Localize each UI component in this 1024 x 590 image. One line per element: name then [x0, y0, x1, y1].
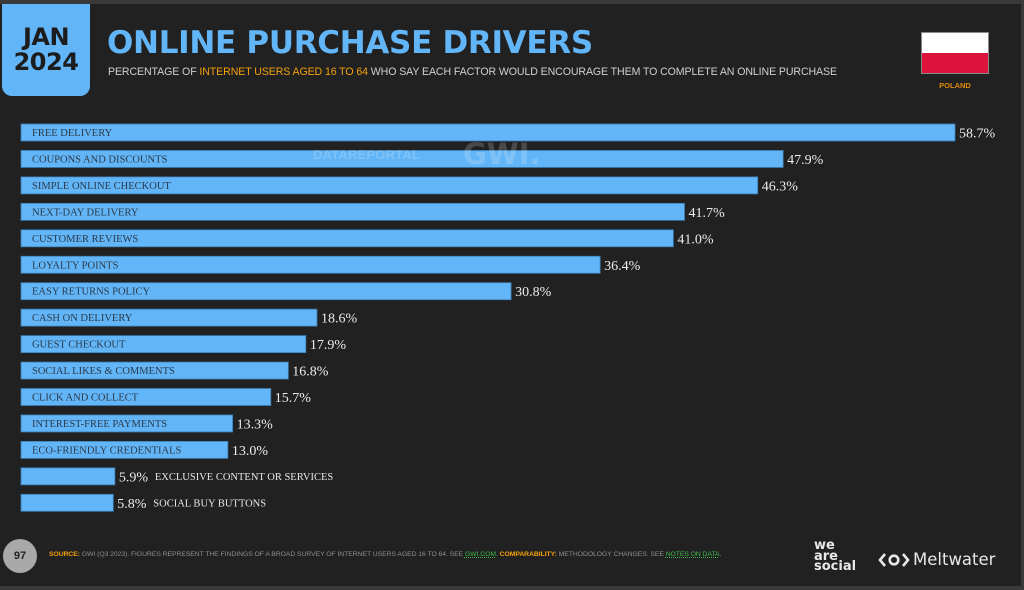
comparability-key: COMPARABILITY: — [497, 551, 557, 558]
bar — [20, 493, 114, 512]
category-label: ECO-FRIENDLY CREDENTIALS — [32, 445, 182, 456]
bar-group: 5.9% EXCLUSIVE CONTENT OR SERVICES — [20, 467, 334, 486]
bar-group: 18.6% CASH ON DELIVERY — [20, 308, 358, 327]
subtitle-highlight: INTERNET USERS AGED 16 TO 64 — [199, 66, 368, 78]
meltwater-logo: Meltwater — [878, 550, 995, 569]
bar-group: 13.3% INTEREST-FREE PAYMENTS — [20, 414, 274, 433]
value-label: 36.4% — [604, 259, 641, 274]
category-label: CLICK AND COLLECT — [32, 393, 139, 404]
category-label: FREE DELIVERY — [32, 128, 113, 139]
category-label: CUSTOMER REVIEWS — [32, 234, 138, 245]
bar-group: 47.9% COUPONS AND DISCOUNTS — [20, 150, 824, 168]
value-label: 47.9% — [787, 153, 824, 168]
bar-group: 46.3% SIMPLE ONLINE CHECKOUT — [20, 176, 799, 195]
bar-group: 36.4% LOYALTY POINTS — [20, 255, 641, 274]
page-title: ONLINE PURCHASE DRIVERS — [107, 25, 593, 61]
value-label: 58.7% — [959, 127, 996, 142]
value-label: 16.8% — [292, 365, 329, 380]
bar — [20, 123, 956, 142]
meltwater-icon — [878, 552, 910, 567]
category-label: EXCLUSIVE CONTENT OR SERVICES — [155, 472, 334, 483]
bar — [20, 308, 318, 327]
category-label: SOCIAL BUY BUTTONS — [153, 498, 266, 509]
date-year: 2024 — [13, 48, 79, 76]
bar — [20, 440, 229, 459]
was-line-2: are — [814, 548, 839, 564]
notes-on-data-link[interactable]: NOTES ON DATA — [665, 551, 720, 558]
value-label: 15.7% — [275, 391, 312, 406]
bar — [20, 282, 512, 301]
slide: JAN 2024 ONLINE PURCHASE DRIVERS PERCENT… — [0, 4, 1021, 586]
category-label: LOYALTY POINTS — [32, 260, 119, 271]
subtitle-pre: PERCENTAGE OF — [108, 66, 200, 78]
bar-group: 17.9% GUEST CHECKOUT — [20, 335, 347, 354]
flag-white-stripe — [922, 33, 988, 53]
meltwater-text: Meltwater — [913, 550, 996, 569]
value-label: 5.8% — [117, 497, 146, 512]
bar — [20, 176, 759, 195]
bar-group: 41.0% CUSTOMER REVIEWS — [20, 229, 714, 248]
value-label: 41.0% — [677, 232, 714, 247]
category-label: NEXT-DAY DELIVERY — [32, 207, 139, 218]
was-line-3: social — [814, 559, 857, 574]
we-are-social-logo: we are social — [814, 538, 857, 574]
bar-group: 16.8% SOCIAL LIKES & COMMENTS — [20, 361, 329, 380]
bar — [20, 467, 116, 486]
bar — [20, 388, 272, 406]
bar — [20, 255, 601, 274]
value-label: 5.9% — [119, 470, 149, 485]
category-label: GUEST CHECKOUT — [32, 340, 126, 351]
bar — [20, 361, 289, 380]
bar — [20, 202, 685, 221]
bar-chart: 58.7% FREE DELIVERY 47.9% COUPONS AND DISCO… — [20, 123, 996, 512]
page-subtitle: PERCENTAGE OF INTERNET USERS AGED 16 TO … — [108, 66, 837, 78]
value-label: 17.9% — [310, 338, 347, 353]
value-label: 13.0% — [232, 444, 269, 459]
category-label: COUPONS AND DISCOUNTS — [32, 154, 168, 165]
source-text: GWI (Q3 2023). FIGURES REPRESENT THE FIN… — [80, 551, 465, 558]
subtitle-post: WHO SAY EACH FACTOR WOULD ENCOURAGE THEM… — [367, 66, 837, 78]
category-label: EASY RETURNS POLICY — [32, 287, 150, 298]
was-line-1: we — [814, 538, 835, 553]
bar-group: 5.8% SOCIAL BUY BUTTONS — [20, 493, 266, 512]
bar — [20, 414, 234, 433]
bar-group: 41.7% NEXT-DAY DELIVERY — [20, 202, 726, 221]
comparability-text: METHODOLOGY CHANGES. SEE — [556, 551, 666, 558]
bar-group: 58.7% FREE DELIVERY — [20, 123, 996, 142]
footer-end: . — [719, 551, 722, 558]
bar-group: 30.8% EASY RETURNS POLICY — [20, 282, 552, 301]
category-label: CASH ON DELIVERY — [32, 313, 133, 324]
bar — [20, 150, 784, 168]
flag-red-stripe — [922, 53, 988, 73]
value-label: 13.3% — [237, 417, 274, 432]
source-key: SOURCE: — [49, 551, 80, 558]
bar — [20, 229, 674, 248]
value-label: 18.6% — [321, 312, 358, 327]
source-footer: SOURCE: GWI (Q3 2023). FIGURES REPRESENT… — [49, 551, 721, 558]
country-label: POLAND — [939, 81, 971, 90]
bar — [20, 335, 307, 354]
value-label: 41.7% — [689, 206, 726, 221]
value-label: 30.8% — [515, 285, 552, 300]
date-month: JAN — [22, 23, 70, 51]
date-badge: JAN 2024 — [2, 4, 90, 96]
page-number-badge: 97 — [3, 539, 37, 573]
bar-group: 13.0% ECO-FRIENDLY CREDENTIALS — [20, 440, 269, 459]
value-label: 46.3% — [762, 179, 799, 194]
category-label: SIMPLE ONLINE CHECKOUT — [32, 181, 171, 192]
gwi-link[interactable]: GWI.COM — [464, 551, 496, 558]
period: . — [495, 551, 498, 558]
category-label: SOCIAL LIKES & COMMENTS — [32, 366, 175, 377]
bar-group: 15.7% CLICK AND COLLECT — [20, 388, 312, 406]
poland-flag-icon — [921, 32, 989, 74]
category-label: INTEREST-FREE PAYMENTS — [32, 419, 167, 430]
